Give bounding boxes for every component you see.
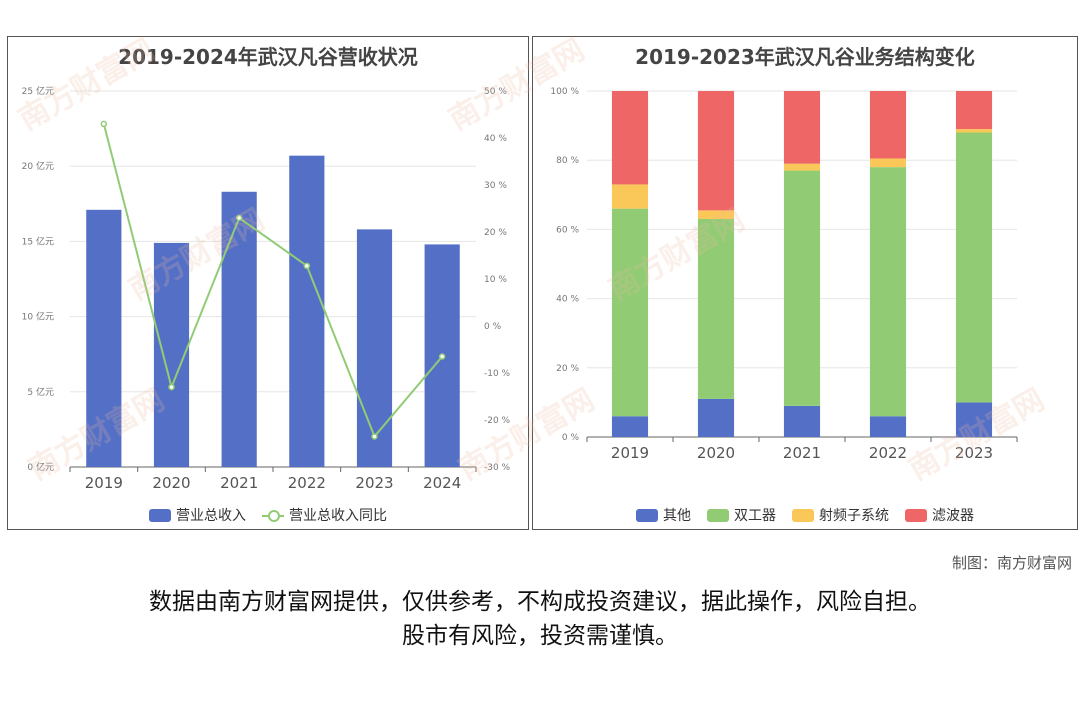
- x-tick-label: 2019: [85, 474, 123, 492]
- business-structure-legend: 其他 双工器 射频子系统 滤波器: [533, 505, 1077, 525]
- x-tick-label: 2021: [220, 474, 258, 492]
- x-tick-label: 2022: [288, 474, 326, 492]
- bar-segment-滤波器: [611, 91, 649, 185]
- legend-label-revenue: 营业总收入: [176, 508, 246, 524]
- x-tick-label: 2023: [955, 444, 993, 462]
- legend-swatch-revenue-yoy: [262, 509, 284, 522]
- x-tick-label: 2020: [697, 444, 735, 462]
- bar-segment-双工器: [783, 170, 821, 406]
- legend-swatch-other: [636, 508, 658, 522]
- bar-segment-其他: [697, 398, 735, 437]
- revenue-chart-legend: 营业总收入 营业总收入同比: [8, 505, 528, 525]
- bar-segment-射频子系统: [869, 158, 907, 168]
- point-revenue-yoy: [235, 214, 243, 222]
- legend-swatch-revenue: [149, 508, 171, 522]
- y-tick-label: 80 %: [556, 156, 579, 166]
- point-revenue-yoy: [100, 120, 108, 128]
- legend-item-filter[interactable]: 滤波器: [905, 505, 974, 525]
- bar-segment-滤波器: [697, 91, 735, 211]
- y-tick-label: 40 %: [556, 295, 579, 305]
- y-tick-label: 0 亿元: [27, 461, 54, 473]
- y2-tick-label: -30 %: [484, 463, 511, 473]
- point-revenue-yoy: [168, 383, 175, 391]
- x-tick-label: 2023: [355, 474, 393, 492]
- bar-revenue: [289, 155, 325, 467]
- legend-label-rf-subsystem: 射频子系统: [819, 508, 889, 524]
- bar-segment-滤波器: [783, 91, 821, 164]
- y-tick-label: 25 亿元: [22, 85, 54, 97]
- bar-segment-其他: [611, 416, 649, 437]
- bar-segment-其他: [783, 405, 821, 437]
- bar-segment-射频子系统: [783, 163, 821, 171]
- point-revenue-yoy: [438, 353, 446, 360]
- y-tick-label: 20 %: [556, 364, 579, 374]
- point-revenue-yoy: [371, 433, 378, 440]
- point-revenue-yoy: [303, 262, 311, 270]
- y2-tick-label: -10 %: [484, 369, 511, 379]
- bar-segment-射频子系统: [697, 210, 735, 220]
- bar-revenue: [86, 209, 122, 468]
- bar-segment-双工器: [955, 132, 993, 403]
- bar-segment-射频子系统: [611, 184, 649, 209]
- business-structure-chart-svg: 0 % 20 % 40 % 60 % 80 % 100 % 2019 2020 2021 2022…: [550, 87, 1018, 462]
- y-tick-label: 60 %: [556, 225, 579, 235]
- bar-segment-双工器: [869, 167, 907, 417]
- bar-segment-双工器: [611, 208, 649, 417]
- legend-swatch-duplexer: [707, 508, 729, 522]
- y-tick-label: 20 亿元: [22, 160, 54, 172]
- y2-tick-label: 40 %: [484, 134, 507, 144]
- y2-tick-label: 20 %: [484, 228, 507, 238]
- bar-segment-滤波器: [955, 91, 993, 130]
- x-tick-label: 2021: [783, 444, 821, 462]
- x-tick-label: 2022: [869, 444, 907, 462]
- legend-item-other[interactable]: 其他: [636, 505, 691, 525]
- legend-label-other: 其他: [663, 508, 691, 524]
- y-tick-label: 15 亿元: [22, 235, 54, 247]
- y2-tick-label: 10 %: [484, 275, 507, 285]
- legend-label-filter: 滤波器: [932, 508, 974, 524]
- legend-item-revenue-yoy[interactable]: 营业总收入同比: [262, 505, 387, 525]
- bar-revenue: [356, 229, 393, 467]
- bar-segment-其他: [869, 416, 907, 437]
- y2-tick-label: 50 %: [484, 87, 507, 97]
- x-tick-label: 2020: [152, 474, 190, 492]
- legend-label-duplexer: 双工器: [734, 508, 776, 524]
- legend-label-revenue-yoy: 营业总收入同比: [289, 508, 387, 524]
- bar-revenue: [221, 191, 257, 467]
- disclaimer-line-2: 股市有风险，投资需谨慎。: [402, 623, 678, 649]
- line-revenue-yoy: [102, 123, 443, 439]
- bar-segment-其他: [955, 402, 993, 437]
- business-structure-chart-title: 2019-2023年武汉凡谷业务结构变化: [635, 45, 975, 69]
- bar-segment-双工器: [697, 219, 735, 399]
- y2-tick-label: 0 %: [484, 322, 502, 332]
- x-tick-label: 2024: [423, 474, 461, 492]
- legend-item-duplexer[interactable]: 双工器: [707, 505, 776, 525]
- legend-item-revenue[interactable]: 营业总收入: [149, 505, 246, 525]
- legend-swatch-filter: [905, 508, 927, 522]
- bar-segment-滤波器: [869, 91, 907, 159]
- legend-swatch-rf-subsystem: [792, 508, 814, 522]
- bar-segment-射频子系统: [955, 129, 993, 133]
- revenue-chart-title: 2019-2024年武汉凡谷营收状况: [118, 45, 418, 69]
- y2-tick-label: -20 %: [484, 416, 511, 426]
- revenue-chart-svg: 0 亿元 5 亿元 10 亿元 15 亿元 20 亿元 25 亿元 -30 % -20 % -1…: [22, 85, 511, 492]
- y-tick-label: 5 亿元: [27, 386, 54, 398]
- chart-credit: 制图：南方财富网: [951, 554, 1072, 572]
- disclaimer-line-1: 数据由南方财富网提供，仅供参考，不构成投资建议，据此操作，风险自担。: [149, 589, 931, 615]
- bar-revenue: [153, 242, 190, 467]
- y2-tick-label: 30 %: [484, 181, 507, 191]
- y-tick-label: 100 %: [550, 87, 579, 97]
- x-tick-label: 2019: [611, 444, 649, 462]
- business-structure-chart-panel: 2019-2023年武汉凡谷业务结构变化 0 % 20 % 40 % 60 % 80 %…: [532, 36, 1078, 530]
- legend-item-rf-subsystem[interactable]: 射频子系统: [792, 505, 889, 525]
- y-tick-label: 0 %: [562, 433, 580, 443]
- y-tick-label: 10 亿元: [22, 311, 54, 323]
- revenue-chart-panel: 2019-2024年武汉凡谷营收状况 0 亿元 5 亿元 10 亿元 15 亿元 20 …: [7, 36, 529, 530]
